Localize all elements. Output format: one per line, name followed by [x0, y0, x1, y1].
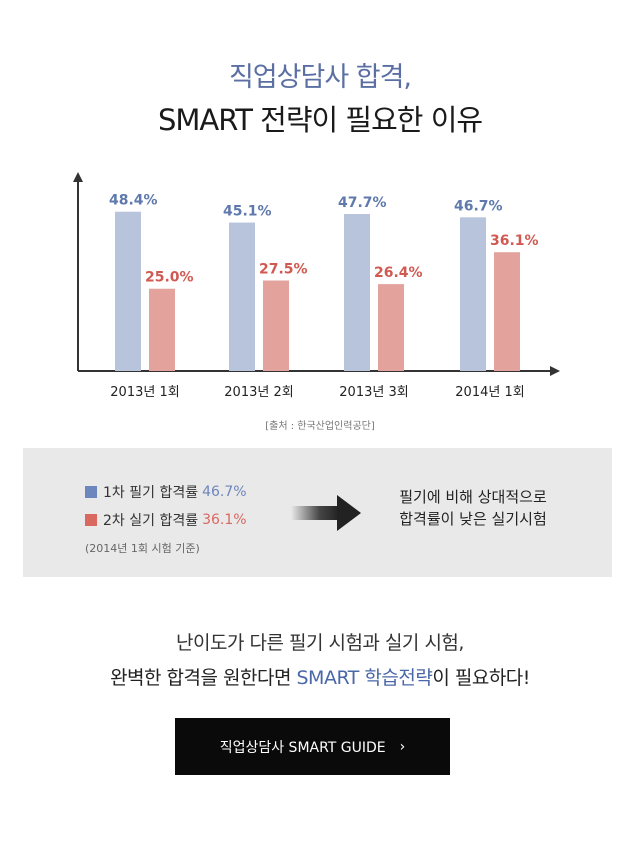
- bar-written-3: [460, 217, 486, 371]
- summary-note: (2014년 1회 시험 기준): [85, 542, 200, 555]
- smart-guide-button[interactable]: 직업상담사 SMART GUIDE ›: [175, 718, 450, 775]
- data-label-practical-3: 36.1%: [490, 233, 539, 249]
- bottom-line1: 난이도가 다른 필기 시험과 실기 시험,: [176, 632, 464, 654]
- conclusion-line2: 합격률이 낮은 실기시험: [399, 510, 547, 528]
- legend-written-swatch: [85, 486, 97, 498]
- title-line2: SMART 전략이 필요한 이유: [157, 103, 483, 137]
- data-label-written-0: 48.4%: [109, 193, 158, 209]
- bar-practical-0: [149, 288, 175, 371]
- arrow-right-icon: [291, 495, 361, 531]
- summary-conclusion: 필기에 비해 상대적으로 합격률이 낮은 실기시험: [363, 486, 583, 530]
- conclusion-line1: 필기에 비해 상대적으로: [399, 488, 547, 506]
- chart-source: [출처 : 한국산업인력공단]: [265, 421, 375, 432]
- legend-practical-value: 36.1%: [202, 512, 247, 528]
- legend-practical-label: 2차 실기 합격률: [103, 513, 199, 529]
- bar-written-0: [115, 211, 141, 371]
- bar-practical-1: [263, 280, 289, 371]
- bar-practical-2: [378, 284, 404, 371]
- bottom-line2-prefix: 완벽한 합격을 원한다면: [110, 667, 297, 689]
- data-label-practical-0: 25.0%: [145, 270, 194, 286]
- bottom-line2: 완벽한 합격을 원한다면 SMART 학습전략이 필요하다!: [0, 663, 640, 690]
- legend-practical-swatch: [85, 514, 97, 526]
- data-label-practical-1: 27.5%: [259, 262, 308, 278]
- x-tick-label-2: 2013년 3회: [339, 385, 408, 400]
- data-label-written-2: 47.7%: [338, 195, 387, 211]
- x-tick-label-3: 2014년 1회: [455, 385, 524, 400]
- bar-written-2: [344, 214, 370, 371]
- legend-practical: 2차 실기 합격률 36.1%: [85, 510, 247, 530]
- data-label-written-3: 46.7%: [454, 198, 503, 214]
- smart-guide-button-label: 직업상담사 SMART GUIDE: [219, 739, 386, 756]
- bottom-line2-highlight: SMART 학습전략: [296, 667, 433, 689]
- bar-written-1: [229, 222, 255, 371]
- legend-written-value: 46.7%: [202, 484, 247, 500]
- bar-practical-3: [494, 252, 520, 371]
- legend-written: 1차 필기 합격률 46.7%: [85, 482, 247, 502]
- legend-written-label: 1차 필기 합격률: [103, 485, 199, 501]
- data-label-written-1: 45.1%: [223, 204, 272, 220]
- summary-box: 1차 필기 합격률 46.7% 2차 실기 합격률 36.1% (2014년 1…: [23, 448, 612, 577]
- x-axis-arrow-icon: [550, 366, 560, 376]
- chevron-right-icon: ›: [399, 738, 406, 755]
- data-label-practical-2: 26.4%: [374, 265, 423, 281]
- pass-rate-chart: 48.4% 25.0% 2013년 1회 45.1% 27.5% 2013년 2회 47.7…: [73, 172, 560, 400]
- title-line1: 직업상담사 합격,: [228, 62, 412, 93]
- bottom-line2-suffix: 이 필요하다!: [432, 667, 530, 689]
- y-axis-arrow-icon: [73, 172, 83, 182]
- x-tick-label-0: 2013년 1회: [110, 385, 179, 400]
- x-tick-label-1: 2013년 2회: [224, 385, 293, 400]
